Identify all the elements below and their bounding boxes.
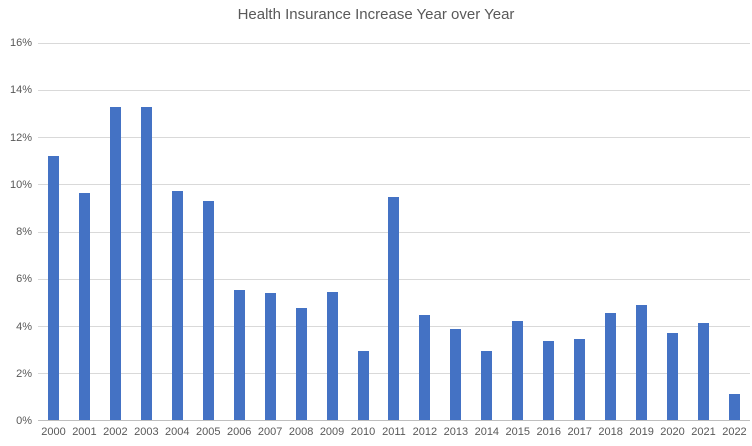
bar-slot	[595, 43, 626, 420]
bar-slot	[317, 43, 348, 420]
bar-2017[interactable]	[574, 338, 586, 420]
bar-slot	[348, 43, 379, 420]
bar-slot	[626, 43, 657, 420]
bar-2000[interactable]	[47, 156, 59, 420]
x-tick-label: 2008	[288, 426, 314, 438]
bar-slot	[719, 43, 750, 420]
x-tick-label: 2011	[382, 426, 406, 438]
x-tick-label: 2002	[103, 426, 128, 438]
bar-2012[interactable]	[419, 315, 431, 420]
bar-slot	[286, 43, 317, 420]
bar-2008[interactable]	[295, 308, 307, 420]
y-tick-label: 14%	[9, 84, 32, 97]
bar-2004[interactable]	[171, 191, 183, 420]
y-tick-label: 16%	[9, 37, 32, 49]
x-tick-label: 2016	[536, 426, 561, 438]
plot-area	[38, 43, 750, 421]
y-tick-label: 2%	[16, 367, 32, 380]
y-axis: 0% 2% 4% 6% 8% 10% 12% 14% 16%	[0, 37, 32, 427]
bar-slot	[255, 43, 286, 420]
bar-slot	[533, 43, 564, 420]
x-tick-label: 2009	[319, 426, 345, 438]
bar-2020[interactable]	[667, 332, 679, 420]
x-tick-label: 2007	[257, 426, 283, 438]
bar-2016[interactable]	[543, 341, 555, 420]
gridline	[38, 43, 750, 44]
bar-2002[interactable]	[109, 106, 121, 420]
x-tick-label: 2017	[567, 426, 592, 438]
x-tick-label: 2019	[629, 426, 654, 438]
x-axis: 2000 2001 2002 2003 2004 2005 2006 2007 2008 2009…	[38, 426, 750, 438]
x-tick-label: 2022	[722, 426, 747, 438]
bar-2021[interactable]	[697, 323, 709, 420]
y-tick-label: 6%	[16, 273, 32, 286]
x-tick-label: 2015	[505, 426, 531, 438]
x-tick-label: 2010	[350, 426, 376, 438]
bar-2007[interactable]	[264, 292, 276, 420]
gridline	[38, 90, 750, 92]
bar-2001[interactable]	[78, 192, 90, 420]
bar-slot	[440, 43, 471, 420]
x-tick-label: 2020	[660, 426, 685, 438]
bar-2003[interactable]	[140, 106, 152, 420]
bar-slot	[471, 43, 502, 420]
bar-2018[interactable]	[605, 312, 617, 420]
bar-slot	[564, 43, 595, 420]
bar-slot	[193, 43, 224, 420]
gridline	[38, 184, 750, 186]
chart-title: Health Insurance Increase Year over Year	[237, 6, 515, 23]
gridline	[38, 137, 750, 139]
bar-slot	[131, 43, 162, 420]
bar-slot	[409, 43, 440, 420]
y-tick-label: 8%	[16, 226, 32, 238]
bar-slot	[69, 43, 100, 420]
bar-slot	[162, 43, 193, 420]
x-tick-label: 2000	[41, 426, 66, 438]
bar-2014[interactable]	[481, 350, 493, 420]
bar-2009[interactable]	[326, 291, 338, 420]
x-tick-label: 2003	[134, 426, 159, 438]
bar-slot	[38, 43, 69, 420]
bar-slot	[688, 43, 719, 420]
bar-slot	[657, 43, 688, 420]
x-tick-label: 2021	[691, 426, 716, 438]
bar-2022[interactable]	[728, 394, 740, 420]
bar-2006[interactable]	[233, 290, 245, 420]
x-tick-label: 2004	[165, 426, 190, 438]
bar-2013[interactable]	[450, 329, 462, 420]
bar-2015[interactable]	[512, 321, 524, 420]
bar-2019[interactable]	[636, 304, 648, 420]
x-tick-label: 2001	[72, 426, 97, 438]
y-tick-label: 0%	[16, 415, 32, 427]
bar-2011[interactable]	[388, 197, 400, 420]
y-tick-label: 4%	[16, 320, 32, 333]
bar-2005[interactable]	[202, 200, 214, 420]
y-tick-label: 10%	[9, 178, 32, 191]
y-tick-label: 12%	[9, 131, 32, 144]
bar-slot	[502, 43, 533, 420]
x-tick-label: 2013	[443, 426, 469, 438]
x-tick-label: 2005	[196, 426, 221, 438]
x-tick-label: 2012	[412, 426, 438, 438]
x-tick-label: 2006	[226, 426, 252, 438]
bar-slot	[378, 43, 409, 420]
bar-slot	[100, 43, 131, 420]
bar-2010[interactable]	[357, 350, 369, 420]
x-tick-label: 2014	[474, 426, 500, 438]
bar-slot	[224, 43, 255, 420]
x-tick-label: 2018	[598, 426, 623, 438]
